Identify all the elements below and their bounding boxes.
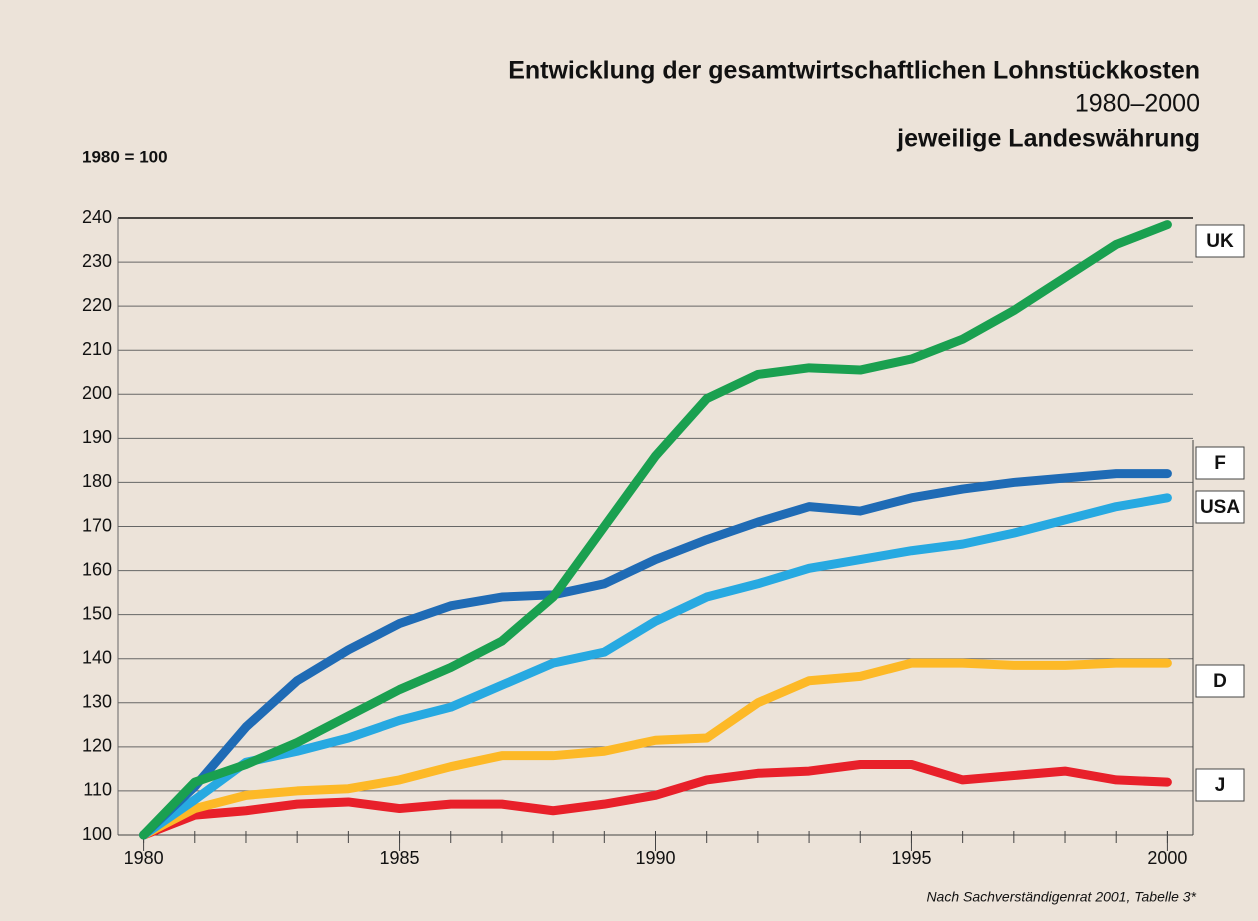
y-tick-label: 100 [82,824,112,844]
chart-subtitle: 1980–2000 [1075,90,1200,118]
line-series [139,220,1172,840]
legend-label: D [1213,671,1227,692]
y-tick-label: 220 [82,295,112,315]
legend-box [1195,490,1245,524]
y-tick-label: 120 [82,736,112,756]
legend-label: F [1214,453,1226,474]
legend-label: J [1215,775,1226,796]
x-tick-label: 1980 [124,848,164,868]
y-tick-label: 240 [82,207,112,227]
y-tick-label: 200 [82,383,112,403]
legend-label: USA [1200,497,1240,518]
y-tick-label: 190 [82,427,112,447]
legend-label: UK [1206,231,1234,252]
line-series [139,493,1172,840]
line-series [139,759,1172,840]
y-tick-label: 160 [82,559,112,579]
y-tick-label: 110 [83,780,112,800]
x-tick-label: 2000 [1147,848,1187,868]
legend-box [1195,224,1245,258]
y-tick-label: 130 [82,692,112,712]
y-tick-label: 180 [82,471,112,491]
x-tick-label: 1990 [635,848,675,868]
source: Nach Sachverständigenrat 2001, Tabelle 3… [926,889,1196,905]
legend-box [1195,768,1245,802]
chart-title: Entwicklung der gesamtwirtschaftlichen L… [508,57,1200,85]
legend-box [1195,446,1245,480]
y-axis-label: 1980 = 100 [82,147,168,166]
x-tick-label: 1985 [380,848,420,868]
chart-subtitle: jeweilige Landeswährung [896,125,1200,153]
y-tick-label: 170 [82,515,112,535]
y-tick-label: 210 [82,339,112,359]
y-tick-label: 150 [82,603,112,623]
x-tick-label: 1995 [891,848,931,868]
line-series [139,469,1172,840]
y-tick-label: 140 [82,647,112,667]
legend-box [1195,664,1245,698]
line-series [139,658,1172,840]
y-tick-label: 230 [82,251,112,271]
